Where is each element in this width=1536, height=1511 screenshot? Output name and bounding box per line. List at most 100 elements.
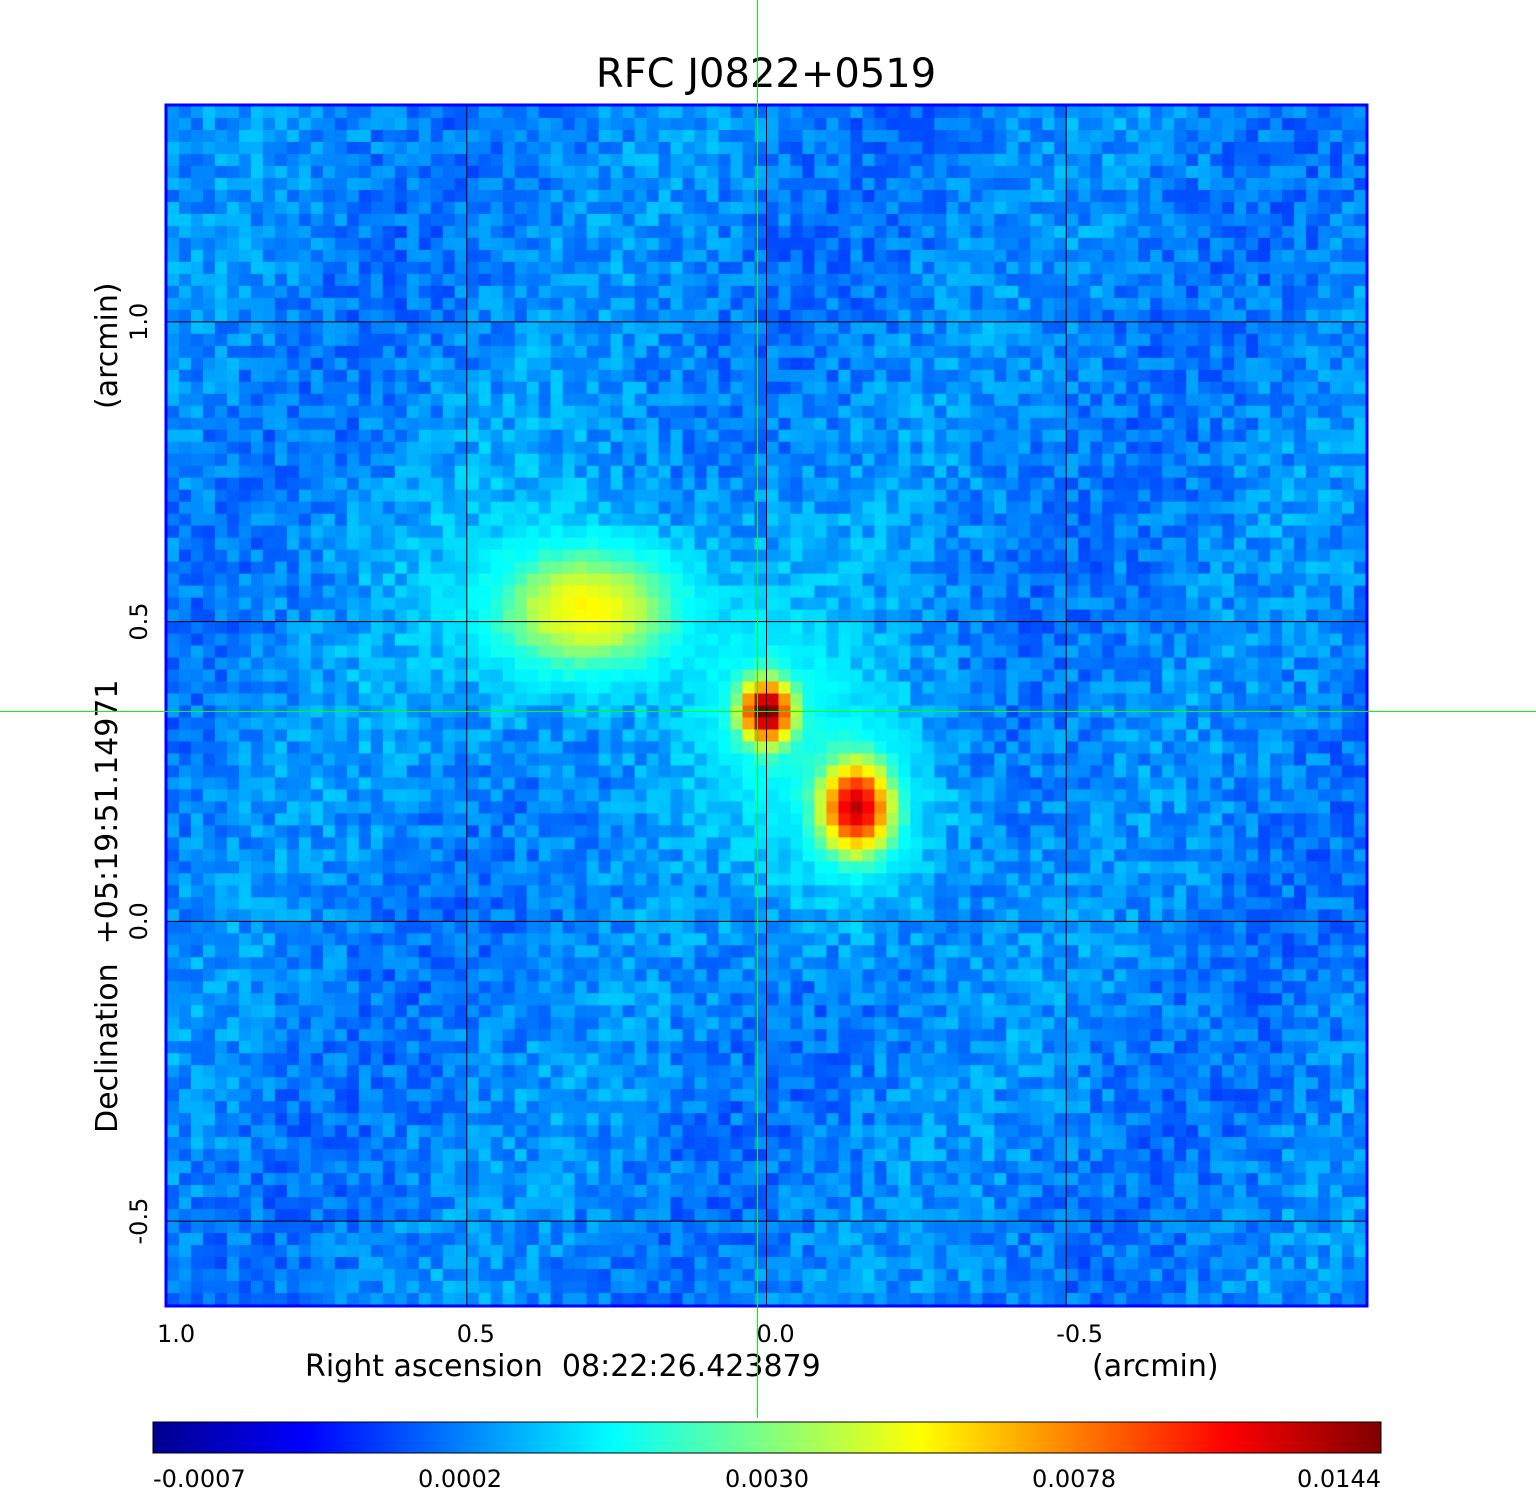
heatmap-cell xyxy=(574,525,588,539)
heatmap-cell xyxy=(934,237,947,251)
heatmap-cell xyxy=(442,201,456,215)
heatmap-cell xyxy=(1306,465,1319,479)
heatmap-cell xyxy=(586,333,600,347)
heatmap-cell xyxy=(1126,537,1139,551)
heatmap-cell xyxy=(406,549,420,563)
heatmap-cell xyxy=(886,585,899,599)
heatmap-cell xyxy=(586,213,600,227)
heatmap-cell xyxy=(1006,153,1019,167)
heatmap-cell xyxy=(1198,106,1211,119)
heatmap-cell xyxy=(694,657,708,671)
heatmap-cell xyxy=(718,129,732,143)
heatmap-cell xyxy=(1066,297,1079,311)
heatmap-cell xyxy=(167,117,180,131)
heatmap-cell xyxy=(682,321,696,335)
heatmap-cell xyxy=(1162,333,1175,347)
heatmap-cell xyxy=(1270,249,1283,263)
heatmap-cell xyxy=(167,489,180,503)
heatmap-cell xyxy=(694,177,708,191)
heatmap-cell xyxy=(982,153,995,167)
heatmap-cell xyxy=(250,213,264,227)
heatmap-cell xyxy=(1354,309,1366,323)
heatmap-cell xyxy=(994,561,1007,575)
heatmap-cell xyxy=(1342,165,1355,179)
heatmap-cell xyxy=(694,645,708,659)
heatmap-cell xyxy=(742,609,756,623)
heatmap-cell xyxy=(1234,177,1247,191)
heatmap-cell xyxy=(1090,393,1103,407)
heatmap-cell xyxy=(1330,621,1343,635)
heatmap-cell xyxy=(886,249,899,263)
heatmap-cell xyxy=(1162,597,1175,611)
heatmap-cell xyxy=(1066,537,1079,551)
heatmap-cell xyxy=(466,405,480,419)
heatmap-cell xyxy=(442,117,456,131)
heatmap-cell xyxy=(382,417,396,431)
heatmap-cell xyxy=(478,117,492,131)
heatmap-cell xyxy=(1234,561,1247,575)
heatmap-cell xyxy=(1186,405,1199,419)
heatmap-cell xyxy=(1186,501,1199,515)
heatmap-cell xyxy=(802,441,816,455)
heatmap-cell xyxy=(538,405,552,419)
heatmap-cell xyxy=(850,609,864,623)
heatmap-cell xyxy=(586,693,600,707)
heatmap-cell xyxy=(1066,621,1079,635)
heatmap-cell xyxy=(1126,381,1139,395)
heatmap-cell xyxy=(574,561,588,575)
heatmap-cell xyxy=(418,645,432,659)
heatmap-cell xyxy=(214,453,228,467)
heatmap-cell xyxy=(1294,585,1307,599)
heatmap-cell xyxy=(190,489,204,503)
heatmap-cell xyxy=(562,213,576,227)
heatmap-cell xyxy=(574,177,588,191)
heatmap-cell xyxy=(766,501,780,515)
heatmap-cell xyxy=(478,165,492,179)
heatmap-cell xyxy=(1102,249,1115,263)
heatmap-cell xyxy=(1126,513,1139,527)
heatmap-cell xyxy=(1222,609,1235,623)
heatmap-cell xyxy=(262,645,276,659)
heatmap-cell xyxy=(634,417,648,431)
heatmap-cell xyxy=(334,165,348,179)
heatmap-cell xyxy=(358,501,372,515)
heatmap-cell xyxy=(1114,441,1127,455)
heatmap-cell xyxy=(778,573,792,587)
heatmap-cell xyxy=(670,309,684,323)
heatmap-cell xyxy=(490,129,504,143)
heatmap-cell xyxy=(502,693,516,707)
heatmap-cell xyxy=(430,285,444,299)
heatmap-cell xyxy=(490,525,504,539)
heatmap-cell xyxy=(778,669,792,683)
heatmap-cell xyxy=(178,117,192,131)
heatmap-cell xyxy=(562,189,576,203)
heatmap-cell xyxy=(1030,213,1043,227)
heatmap-cell xyxy=(1294,477,1307,491)
heatmap-cell xyxy=(346,237,360,251)
heatmap-cell xyxy=(802,129,816,143)
heatmap-cell xyxy=(167,225,180,239)
heatmap-cell xyxy=(238,441,252,455)
heatmap-cell xyxy=(898,537,911,551)
heatmap-cell xyxy=(430,609,444,623)
heatmap-cell xyxy=(562,249,576,263)
heatmap-cell xyxy=(1198,153,1211,167)
heatmap-cell xyxy=(478,645,492,659)
heatmap-cell xyxy=(646,669,660,683)
heatmap-cell xyxy=(454,501,468,515)
heatmap-cell xyxy=(298,225,312,239)
heatmap-cell xyxy=(610,573,624,587)
heatmap-cell xyxy=(466,573,480,587)
heatmap-cell xyxy=(586,681,600,695)
heatmap-cell xyxy=(454,393,468,407)
heatmap-cell xyxy=(1234,657,1247,671)
heatmap-cell xyxy=(310,609,324,623)
heatmap-cell xyxy=(1174,465,1187,479)
heatmap-cell xyxy=(694,261,708,275)
heatmap-cell xyxy=(742,201,756,215)
heatmap-cell xyxy=(754,106,768,119)
heatmap-cell xyxy=(370,393,384,407)
heatmap-cell xyxy=(250,573,264,587)
heatmap-cell xyxy=(1114,681,1127,695)
heatmap-cell xyxy=(910,669,923,683)
